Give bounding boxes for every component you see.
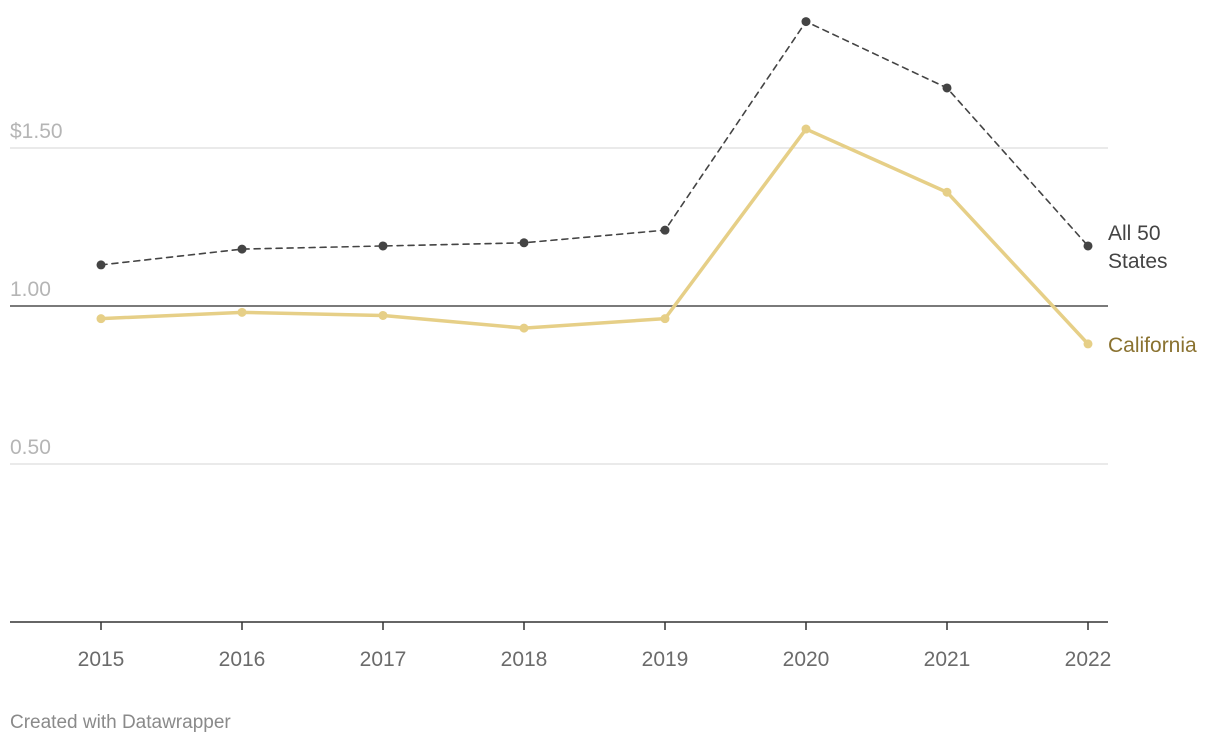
data-point bbox=[1083, 241, 1093, 251]
data-point bbox=[801, 124, 811, 134]
data-point bbox=[378, 241, 388, 251]
footer-credit: Created with Datawrapper bbox=[10, 712, 231, 733]
data-point bbox=[801, 17, 811, 27]
data-point bbox=[942, 187, 952, 197]
series-label: All 50 bbox=[1108, 222, 1161, 245]
data-point bbox=[1083, 339, 1093, 349]
y-tick-label: $1.50 bbox=[10, 120, 63, 143]
y-tick-label: 0.50 bbox=[10, 436, 51, 459]
gridlines bbox=[10, 147, 1108, 465]
data-point bbox=[96, 260, 106, 270]
x-tick-label: 2017 bbox=[360, 648, 407, 671]
data-point bbox=[237, 307, 247, 317]
x-tick-label: 2016 bbox=[219, 648, 266, 671]
x-tick-label: 2018 bbox=[501, 648, 548, 671]
data-point bbox=[660, 314, 670, 324]
series-label: California bbox=[1108, 334, 1197, 357]
x-tick-label: 2020 bbox=[783, 648, 830, 671]
series-line bbox=[100, 20, 1089, 266]
series-labels: All 50 States California bbox=[1108, 222, 1197, 357]
series-line bbox=[99, 127, 1090, 346]
data-point bbox=[519, 238, 529, 248]
x-tick-label: 2022 bbox=[1065, 648, 1112, 671]
data-point bbox=[519, 323, 529, 333]
data-point bbox=[378, 310, 388, 320]
x-tick-label: 2019 bbox=[642, 648, 689, 671]
y-tick-label: 1.00 bbox=[10, 278, 51, 301]
x-axis: 2015 2016 2017 2018 2019 2020 2021 2022 bbox=[10, 621, 1112, 671]
x-tick-label: 2021 bbox=[924, 648, 971, 671]
series-label: States bbox=[1108, 250, 1168, 273]
data-point bbox=[96, 314, 106, 324]
y-axis-ticks: $1.50 1.00 0.50 bbox=[10, 120, 63, 459]
data-point bbox=[237, 244, 247, 254]
series-group bbox=[96, 17, 1093, 349]
data-point bbox=[660, 225, 670, 235]
x-tick-label: 2015 bbox=[78, 648, 125, 671]
data-point bbox=[942, 83, 952, 93]
